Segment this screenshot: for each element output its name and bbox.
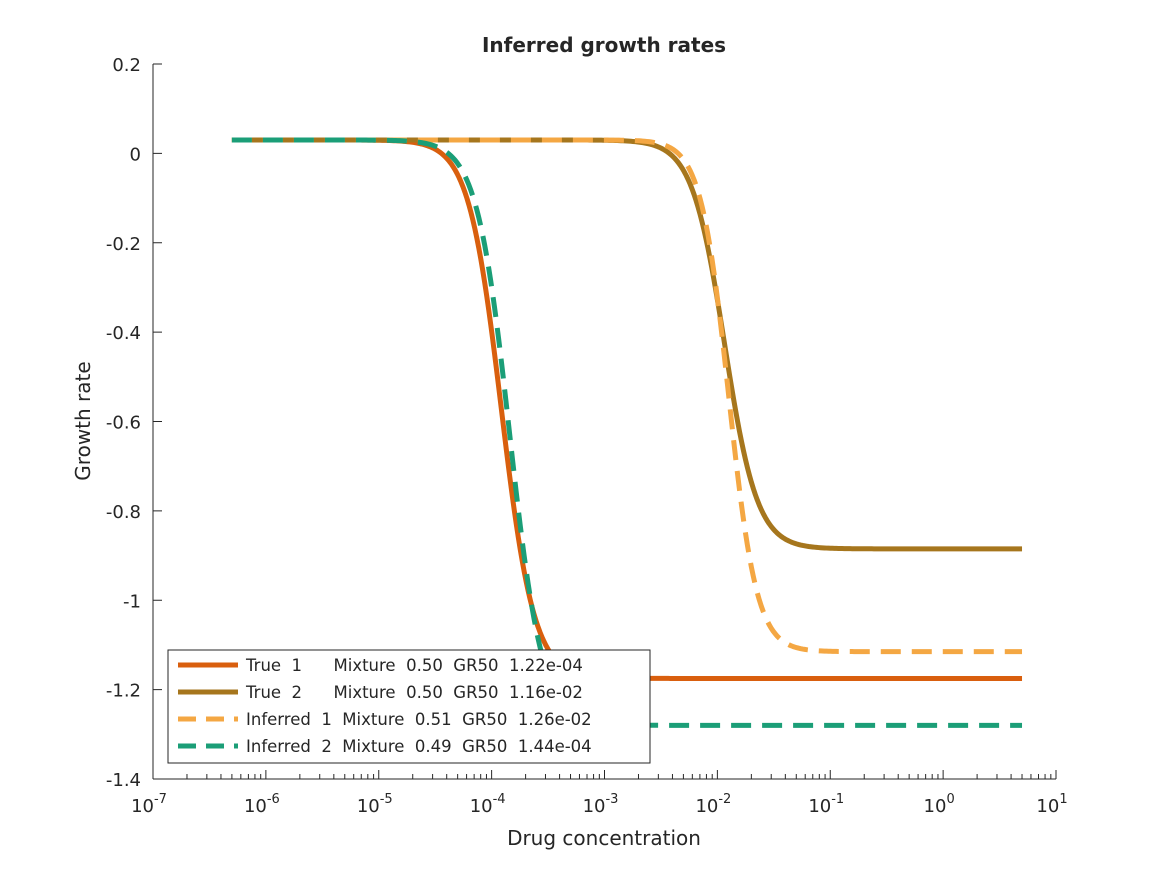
x-tick-label: 100: [924, 792, 955, 817]
y-tick-label: -0.6: [106, 413, 141, 434]
y-axis-label: Growth rate: [71, 361, 95, 480]
y-tick-label: -1.2: [106, 681, 141, 702]
x-tick-label: 10-6: [244, 792, 280, 817]
x-tick-label: 10-3: [583, 792, 619, 817]
y-tick-label: 0: [130, 144, 141, 165]
x-tick-label: 10-5: [357, 792, 393, 817]
y-tick-label: -0.8: [106, 502, 141, 523]
legend: True 1 Mixture 0.50 GR50 1.22e-04 True 2 …: [167, 649, 651, 764]
x-axis-label: Drug concentration: [507, 826, 701, 850]
y-tick-label: -0.2: [106, 234, 141, 255]
legend-label: Inferred 1 Mixture 0.51 GR50 1.26e-02: [246, 710, 592, 729]
plot-axes: -1.4 -1.2 -1 -0.8 -0.6 -0.4 -0.2 0 0.2 10-7 10-6 10…: [106, 55, 1068, 817]
x-tick-label: 10-7: [131, 792, 167, 817]
x-tick-label: 101: [1036, 792, 1067, 817]
chart-title: Inferred growth rates: [482, 33, 726, 57]
legend-label: Inferred 2 Mixture 0.49 GR50 1.44e-04: [246, 737, 592, 756]
legend-label: True 1 Mixture 0.50 GR50 1.22e-04: [245, 656, 583, 675]
x-tick-label: 10-1: [808, 792, 844, 817]
y-tick-label: 0.2: [112, 55, 141, 76]
y-tick-label: -1.4: [106, 770, 141, 791]
legend-box: [167, 649, 651, 764]
legend-label: True 2 Mixture 0.50 GR50 1.16e-02: [245, 683, 583, 702]
y-tick-label: -0.4: [106, 323, 141, 344]
y-tick-label: -1: [123, 591, 141, 612]
x-tick-label: 10-4: [470, 792, 506, 817]
x-tick-label: 10-2: [695, 792, 731, 817]
